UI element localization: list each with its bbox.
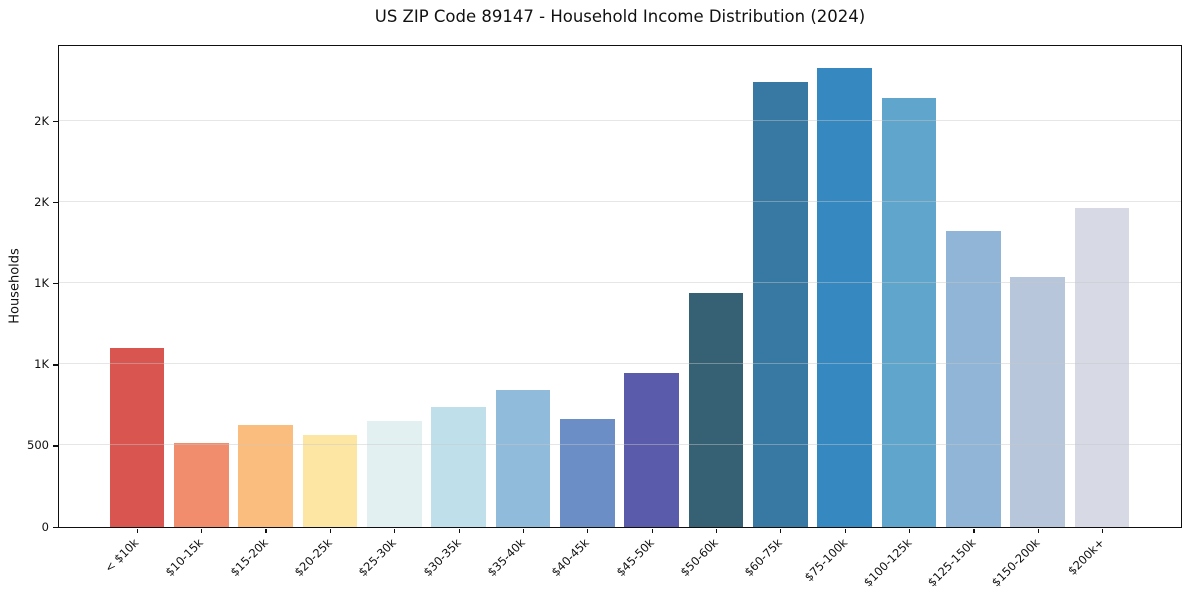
bar-$25-30k (366, 421, 422, 527)
bar-$20-25k (302, 434, 358, 527)
bar-$35-40k (495, 390, 551, 527)
x-tick-label: $25-30k (355, 535, 400, 580)
gridline (58, 444, 1181, 446)
y-tick-label: 2K (34, 195, 49, 210)
y-tick-mark (53, 283, 58, 285)
x-tick-label: $100-125k (860, 535, 915, 590)
x-tick-label: $200k+ (1065, 535, 1108, 578)
y-tick-label: 0 (41, 519, 49, 534)
x-tick-mark (329, 528, 331, 533)
x-tick-label: $20-25k (291, 535, 335, 580)
bar-$45-50k (624, 373, 679, 527)
bar-< $10k (109, 348, 165, 527)
y-tick-mark (53, 445, 58, 447)
x-tick-mark (1102, 528, 1104, 533)
gridline (58, 282, 1181, 284)
bar-$50-60k (688, 292, 744, 527)
plot-area (57, 44, 1182, 528)
y-tick-mark (53, 364, 58, 366)
x-tick-mark (201, 528, 203, 533)
bar-$150-200k (1010, 276, 1066, 527)
bar-$125-150k (946, 230, 1001, 527)
bar-$30-35k (431, 406, 486, 527)
y-tick-label: 1K (34, 357, 49, 372)
x-tick-label: < $10k (102, 535, 142, 576)
x-tick-label: $15-20k (227, 535, 271, 580)
x-tick-mark (394, 528, 396, 533)
gridline (58, 363, 1181, 365)
x-tick-label: $75-100k (801, 535, 850, 585)
x-tick-mark (522, 528, 525, 533)
y-tick-mark (53, 121, 58, 123)
x-tick-label: $40-45k (548, 535, 593, 580)
bar-$40-45k (559, 419, 615, 527)
x-tick-label: $50-60k (677, 535, 722, 580)
x-tick-mark (651, 528, 653, 533)
gridline (58, 120, 1181, 122)
chart-title: US ZIP Code 89147 - Household Income Dis… (374, 7, 866, 26)
y-tick-mark (53, 526, 58, 528)
x-tick-label: $30-35k (420, 535, 464, 580)
x-tick-mark (1037, 528, 1039, 533)
bar-$10-15k (173, 442, 229, 527)
gridline (58, 201, 1181, 203)
x-tick-label: $150-200k (989, 535, 1043, 590)
y-tick-mark (53, 202, 58, 204)
x-tick-mark (780, 528, 782, 533)
x-tick-mark (458, 528, 460, 533)
x-tick-mark (715, 528, 718, 533)
x-tick-label: $10-15k (162, 535, 207, 580)
x-tick-mark (265, 528, 267, 533)
x-tick-mark (844, 528, 846, 533)
x-tick-label: $35-40k (484, 535, 528, 580)
bar-$60-75k (753, 82, 808, 527)
x-tick-label: $60-75k (741, 535, 786, 580)
y-tick-label: 500 (27, 438, 49, 453)
x-tick-mark (908, 528, 911, 533)
x-tick-mark (973, 528, 975, 533)
y-tick-label: 1K (34, 276, 49, 291)
bar-$75-100k (817, 68, 873, 527)
bar-$100-125k (881, 98, 937, 527)
bar-$15-20k (238, 425, 293, 527)
x-tick-label: $125-150k (924, 535, 979, 590)
x-tick-mark (136, 528, 138, 533)
y-tick-label: 2K (34, 114, 49, 129)
x-tick-mark (587, 528, 589, 533)
x-tick-label: $45-50k (613, 535, 657, 580)
bar-$200k+ (1074, 207, 1130, 527)
